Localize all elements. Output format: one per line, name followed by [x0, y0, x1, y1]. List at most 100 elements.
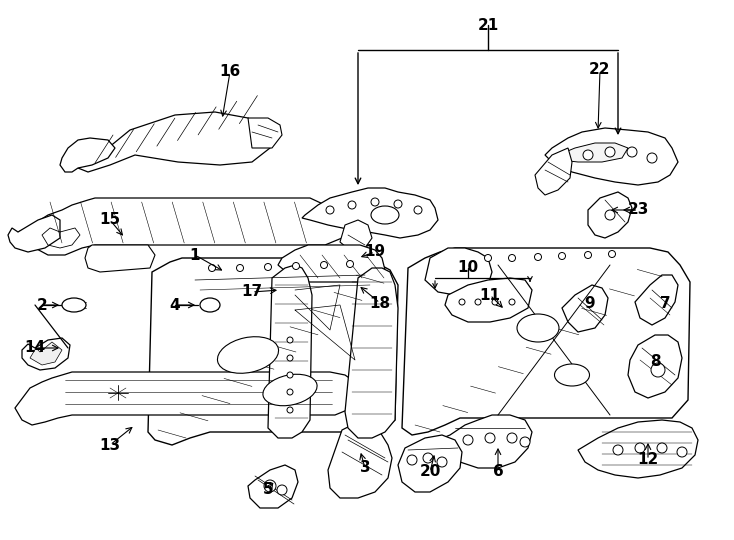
Circle shape	[437, 457, 447, 467]
Circle shape	[583, 150, 593, 160]
Circle shape	[326, 206, 334, 214]
Circle shape	[657, 443, 667, 453]
Polygon shape	[85, 245, 155, 272]
Polygon shape	[545, 128, 678, 185]
Circle shape	[264, 480, 276, 492]
Circle shape	[371, 198, 379, 206]
Text: 9: 9	[585, 295, 595, 310]
Ellipse shape	[554, 364, 589, 386]
Circle shape	[423, 453, 433, 463]
Polygon shape	[588, 192, 632, 238]
Circle shape	[475, 299, 481, 305]
Ellipse shape	[217, 337, 278, 373]
Text: 10: 10	[457, 260, 479, 275]
Circle shape	[507, 433, 517, 443]
Text: 12: 12	[637, 453, 658, 468]
Polygon shape	[15, 372, 360, 425]
Polygon shape	[78, 112, 270, 172]
Circle shape	[264, 264, 272, 271]
Ellipse shape	[200, 298, 220, 312]
Polygon shape	[402, 248, 690, 435]
Text: 20: 20	[419, 464, 440, 480]
Polygon shape	[578, 420, 698, 478]
Text: 19: 19	[365, 245, 385, 260]
Circle shape	[534, 253, 542, 260]
Polygon shape	[328, 422, 392, 498]
Text: 11: 11	[479, 287, 501, 302]
Text: 13: 13	[99, 437, 120, 453]
Text: 1: 1	[190, 247, 200, 262]
Ellipse shape	[517, 314, 559, 342]
Text: 16: 16	[219, 64, 241, 79]
Circle shape	[293, 262, 299, 269]
Polygon shape	[425, 248, 492, 295]
Text: 14: 14	[24, 341, 46, 355]
Circle shape	[287, 355, 293, 361]
Polygon shape	[18, 198, 348, 255]
Text: 4: 4	[170, 298, 181, 313]
Circle shape	[520, 437, 530, 447]
Circle shape	[584, 252, 592, 259]
Text: 5: 5	[263, 483, 273, 497]
Polygon shape	[562, 285, 608, 332]
Ellipse shape	[371, 206, 399, 224]
Polygon shape	[248, 465, 298, 508]
Circle shape	[627, 147, 637, 157]
Ellipse shape	[263, 374, 317, 406]
Polygon shape	[60, 138, 115, 172]
Circle shape	[605, 147, 615, 157]
Circle shape	[647, 153, 657, 163]
Text: 8: 8	[650, 354, 661, 369]
Polygon shape	[302, 188, 438, 238]
Text: 21: 21	[477, 17, 498, 32]
Text: 23: 23	[628, 202, 649, 218]
Polygon shape	[22, 338, 70, 370]
Text: 7: 7	[660, 295, 670, 310]
Circle shape	[236, 265, 244, 272]
Circle shape	[459, 299, 465, 305]
Circle shape	[463, 435, 473, 445]
Circle shape	[559, 253, 565, 260]
Polygon shape	[628, 335, 682, 398]
Circle shape	[484, 254, 492, 261]
Circle shape	[394, 200, 402, 208]
Polygon shape	[438, 415, 532, 468]
Circle shape	[277, 485, 287, 495]
Circle shape	[287, 337, 293, 343]
Circle shape	[492, 299, 498, 305]
Text: 15: 15	[99, 213, 120, 227]
Text: 2: 2	[37, 298, 48, 313]
Circle shape	[346, 260, 354, 267]
Polygon shape	[558, 143, 628, 162]
Circle shape	[677, 447, 687, 457]
Polygon shape	[30, 342, 62, 365]
Circle shape	[613, 445, 623, 455]
Polygon shape	[278, 245, 385, 282]
Circle shape	[605, 210, 615, 220]
Ellipse shape	[62, 298, 86, 312]
Circle shape	[407, 455, 417, 465]
Circle shape	[509, 254, 515, 261]
Polygon shape	[8, 215, 60, 252]
Text: 17: 17	[241, 285, 263, 300]
Text: 18: 18	[369, 295, 390, 310]
Polygon shape	[248, 118, 282, 148]
Circle shape	[414, 206, 422, 214]
Polygon shape	[445, 278, 532, 322]
Circle shape	[509, 299, 515, 305]
Circle shape	[321, 261, 327, 268]
Circle shape	[287, 372, 293, 378]
Polygon shape	[268, 265, 312, 438]
Polygon shape	[635, 275, 678, 325]
Polygon shape	[535, 148, 572, 195]
Text: 22: 22	[589, 63, 611, 78]
Circle shape	[287, 389, 293, 395]
Circle shape	[348, 201, 356, 209]
Polygon shape	[398, 435, 462, 492]
Circle shape	[287, 407, 293, 413]
Circle shape	[485, 433, 495, 443]
Text: 3: 3	[360, 461, 371, 476]
Polygon shape	[340, 220, 372, 252]
Text: 6: 6	[493, 464, 504, 480]
Circle shape	[635, 443, 645, 453]
